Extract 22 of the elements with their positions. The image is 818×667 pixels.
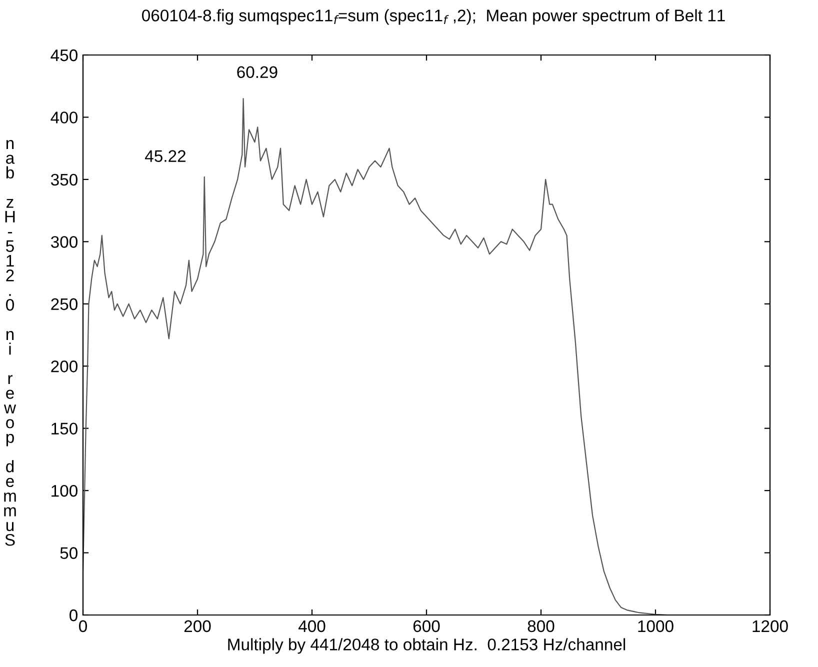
x-tick-label: 200: [184, 620, 211, 632]
y-tick-label: 350: [50, 174, 78, 186]
x-tick-label: 0: [79, 620, 87, 632]
x-axis-title: Multiply by 441/2048 to obtain Hz. 0.2153 Hz/channel: [228, 638, 626, 654]
y-tick-label: 400: [50, 112, 78, 124]
y-tick-label: 200: [51, 360, 78, 372]
y-tick-label: 150: [52, 422, 78, 435]
y-tick-label: 450: [50, 49, 78, 62]
x-tick-label: 600: [413, 620, 440, 632]
x-tick-label: 400: [298, 620, 326, 632]
annotation: 60.29: [237, 66, 278, 78]
y-tick-label: 0: [70, 609, 78, 622]
y-tick-label: 300: [50, 236, 78, 248]
annotation: 45.22: [145, 150, 186, 162]
x-tick-label: 1000: [638, 620, 674, 632]
text: nab zH-512.0 ni rewop demmuS: [4, 140, 16, 546]
y-tick-label: 250: [51, 298, 78, 310]
y-tick-label: 50: [60, 547, 78, 559]
x-tick-label: 800: [528, 620, 554, 632]
chart-title: 060104-8.fig sumqspec11$_{f}$=sum (spec11$_{f}$ ,2); Mean power spectrum of Belt 11: [142, 9, 725, 25]
x-tick-label: 1200: [752, 620, 788, 632]
y-tick-label: 100: [52, 484, 78, 497]
